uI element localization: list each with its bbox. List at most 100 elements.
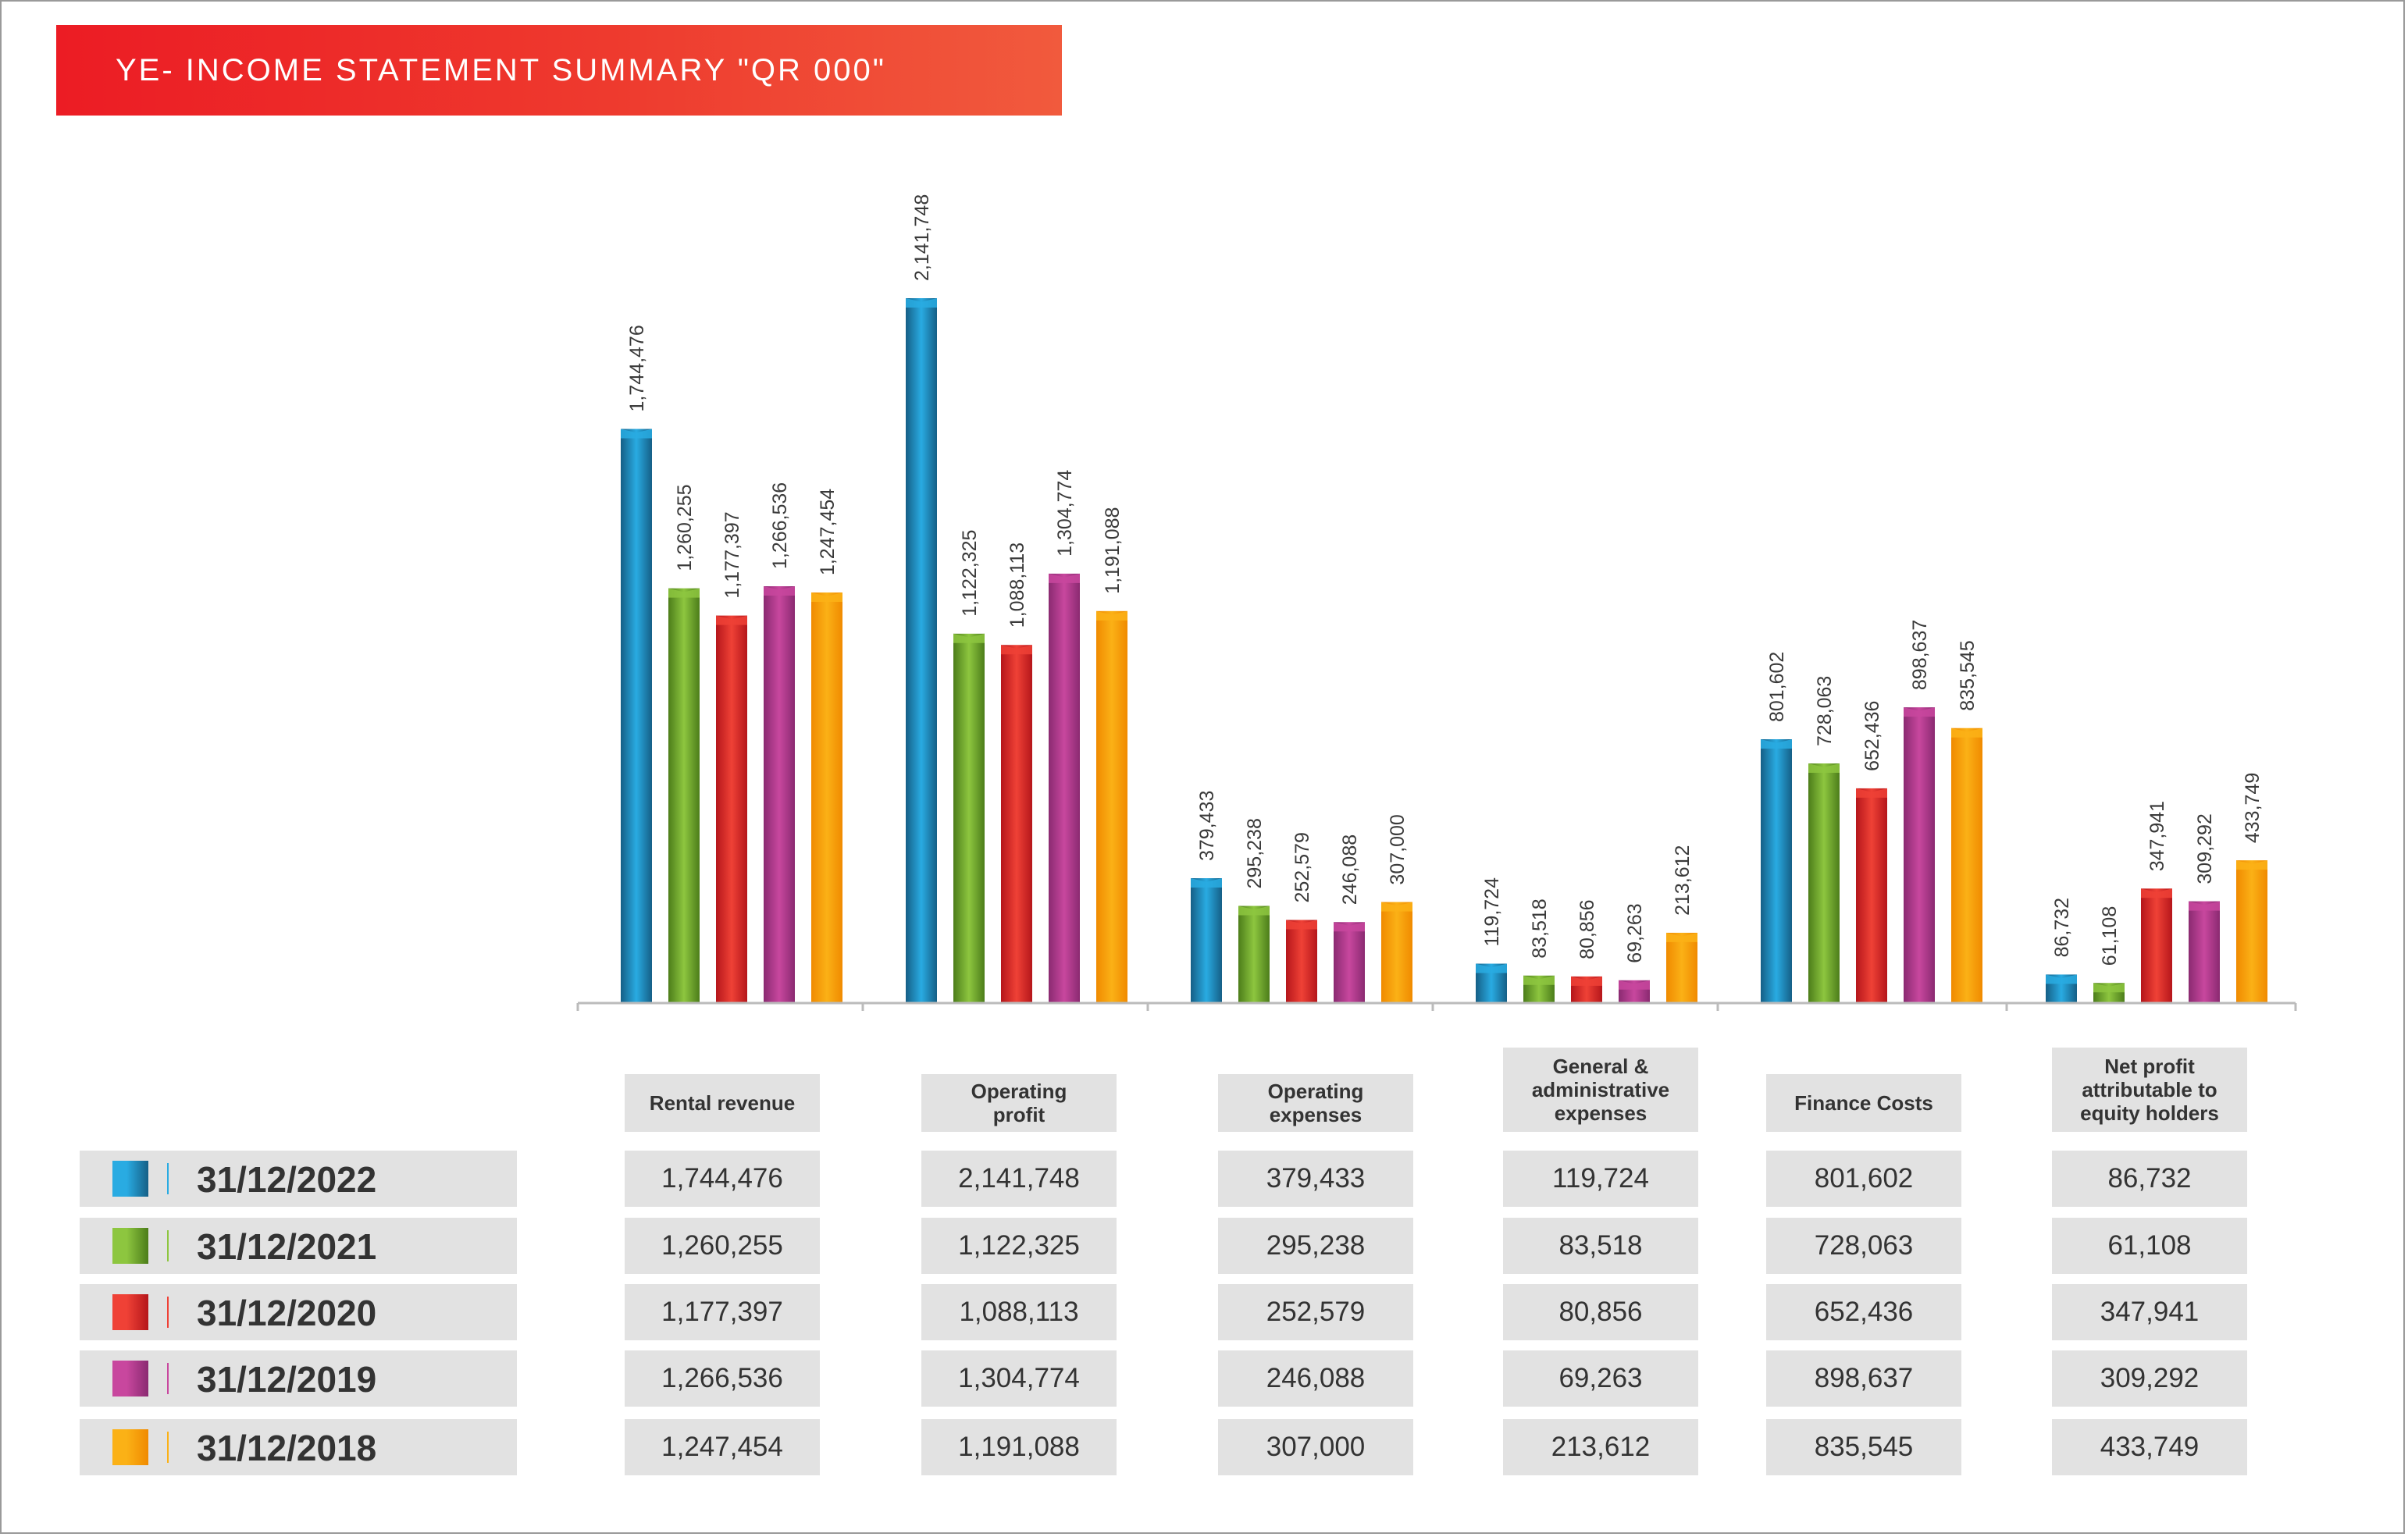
bar-value-label: 86,732: [2051, 898, 2073, 957]
table-cell: 83,518: [1503, 1218, 1698, 1274]
bar-cap: [1571, 976, 1602, 986]
bar-cap: [811, 592, 842, 603]
category-header-line: Finance Costs: [1794, 1091, 1933, 1115]
bar-cap: [2189, 901, 2220, 911]
category-header-label: General & administrative expenses: [1532, 1055, 1669, 1125]
bar-value-label: 1,304,774: [1054, 470, 1076, 557]
bar-cap: [1523, 975, 1555, 985]
bar-value-label: 1,191,088: [1102, 507, 1124, 594]
legend-tick: [167, 1297, 169, 1328]
bar-cap: [716, 615, 747, 625]
bar-31-12-2018-cat4: [1951, 728, 1982, 1003]
table-cell: 433,749: [2052, 1419, 2247, 1475]
bar-31-12-2022-cat0: [621, 429, 652, 1003]
bar-value-label: 295,238: [1244, 818, 1266, 888]
bar-cap: [1808, 763, 1840, 774]
category-header-label: Operating profit: [971, 1080, 1067, 1126]
legend-tick: [167, 1163, 169, 1194]
bar-cap: [1049, 573, 1080, 583]
legend-tick: [167, 1432, 169, 1463]
bar-31-12-2019-cat5: [2189, 901, 2220, 1003]
bar-cap: [1666, 932, 1697, 942]
bar-value-label: 80,856: [1576, 899, 1598, 959]
category-header: General & administrative expenses: [1503, 1048, 1698, 1132]
bar-value-label: 307,000: [1387, 814, 1409, 884]
table-cell: 80,856: [1503, 1284, 1698, 1340]
bar-cap: [2141, 888, 2172, 898]
legend-swatch: [112, 1161, 148, 1197]
bar-cap: [1238, 905, 1270, 916]
bar-cap: [906, 298, 937, 308]
bar-value-label: 1,088,113: [1006, 543, 1028, 628]
bar-value-label: 1,247,454: [817, 489, 839, 575]
table-cell: 347,941: [2052, 1284, 2247, 1340]
legend-swatch: [112, 1429, 148, 1465]
table-cell: 1,088,113: [921, 1284, 1117, 1340]
bar-31-12-2021-cat1: [953, 633, 985, 1003]
category-header-line: profit: [992, 1103, 1045, 1126]
bar-cap: [953, 633, 985, 643]
bar-31-12-2022-cat1: [906, 298, 937, 1003]
legend-item: 31/12/2020: [80, 1284, 517, 1340]
bar-31-12-2020-cat4: [1856, 788, 1887, 1003]
bar-31-12-2018-cat5: [2236, 860, 2267, 1003]
bar-31-12-2021-cat4: [1808, 763, 1840, 1003]
category-header-line: General &: [1552, 1055, 1649, 1078]
bar-31-12-2020-cat1: [1001, 645, 1032, 1003]
bar-cap: [621, 429, 652, 439]
table-cell: 1,122,325: [921, 1218, 1117, 1274]
legend-swatch: [112, 1361, 148, 1396]
bar-value-label: 119,724: [1481, 877, 1503, 947]
bar-cap: [2093, 983, 2125, 993]
bar-31-12-2018-cat0: [811, 592, 842, 1003]
bar-value-label: 252,579: [1291, 832, 1313, 902]
bar-31-12-2019-cat4: [1904, 707, 1935, 1003]
bar-value-label: 83,518: [1529, 898, 1551, 958]
category-header-label: Finance Costs: [1794, 1091, 1933, 1115]
bar-cap: [1856, 788, 1887, 798]
legend-label: 31/12/2018: [197, 1428, 377, 1468]
bar-31-12-2019-cat2: [1334, 922, 1365, 1003]
bar-cap: [1761, 739, 1792, 749]
bar-cap: [1191, 878, 1222, 888]
bar-cap: [1476, 963, 1507, 973]
legend-swatch: [112, 1294, 148, 1330]
bar-31-12-2021-cat2: [1238, 905, 1270, 1003]
legend-label: 31/12/2020: [197, 1293, 377, 1333]
category-header-line: Rental revenue: [649, 1091, 796, 1115]
category-header-line: Operating: [1267, 1080, 1364, 1103]
category-header-line: administrative: [1531, 1078, 1670, 1101]
bar-31-12-2021-cat0: [668, 588, 700, 1003]
table-cell: 1,744,476: [625, 1151, 820, 1207]
category-header-line: expenses: [1554, 1101, 1647, 1125]
table-cell: 61,108: [2052, 1218, 2247, 1274]
bar-cap: [1334, 922, 1365, 932]
bar-value-label: 213,612: [1672, 845, 1694, 916]
table-cell: 1,260,255: [625, 1218, 820, 1274]
bar-value-label: 246,088: [1339, 834, 1361, 905]
table-cell: 119,724: [1503, 1151, 1698, 1207]
bar-31-12-2018-cat2: [1381, 902, 1412, 1003]
bar-cap: [1619, 980, 1650, 990]
bar-value-label: 433,749: [2242, 773, 2264, 843]
bar-31-12-2018-cat1: [1096, 610, 1127, 1003]
table-cell: 252,579: [1218, 1284, 1413, 1340]
table-cell: 1,247,454: [625, 1419, 820, 1475]
bar-cap: [1951, 728, 1982, 738]
table-cell: 309,292: [2052, 1350, 2247, 1407]
bar-cap: [2236, 860, 2267, 870]
legend-item: 31/12/2022: [80, 1151, 517, 1207]
bar-cap: [1001, 645, 1032, 655]
legend-swatch: [112, 1228, 148, 1264]
category-header: Finance Costs: [1766, 1074, 1961, 1132]
bar-31-12-2020-cat5: [2141, 888, 2172, 1003]
category-header-line: equity holders: [2080, 1101, 2219, 1125]
bar-cap: [1286, 920, 1317, 930]
bar-31-12-2019-cat1: [1049, 573, 1080, 1003]
table-cell: 2,141,748: [921, 1151, 1117, 1207]
bar-31-12-2019-cat0: [764, 586, 795, 1003]
bar-value-label: 835,545: [1957, 640, 1979, 710]
category-header-label: Net profit attributable to equity holders: [2080, 1055, 2219, 1125]
category-header-label: Rental revenue: [650, 1091, 795, 1115]
